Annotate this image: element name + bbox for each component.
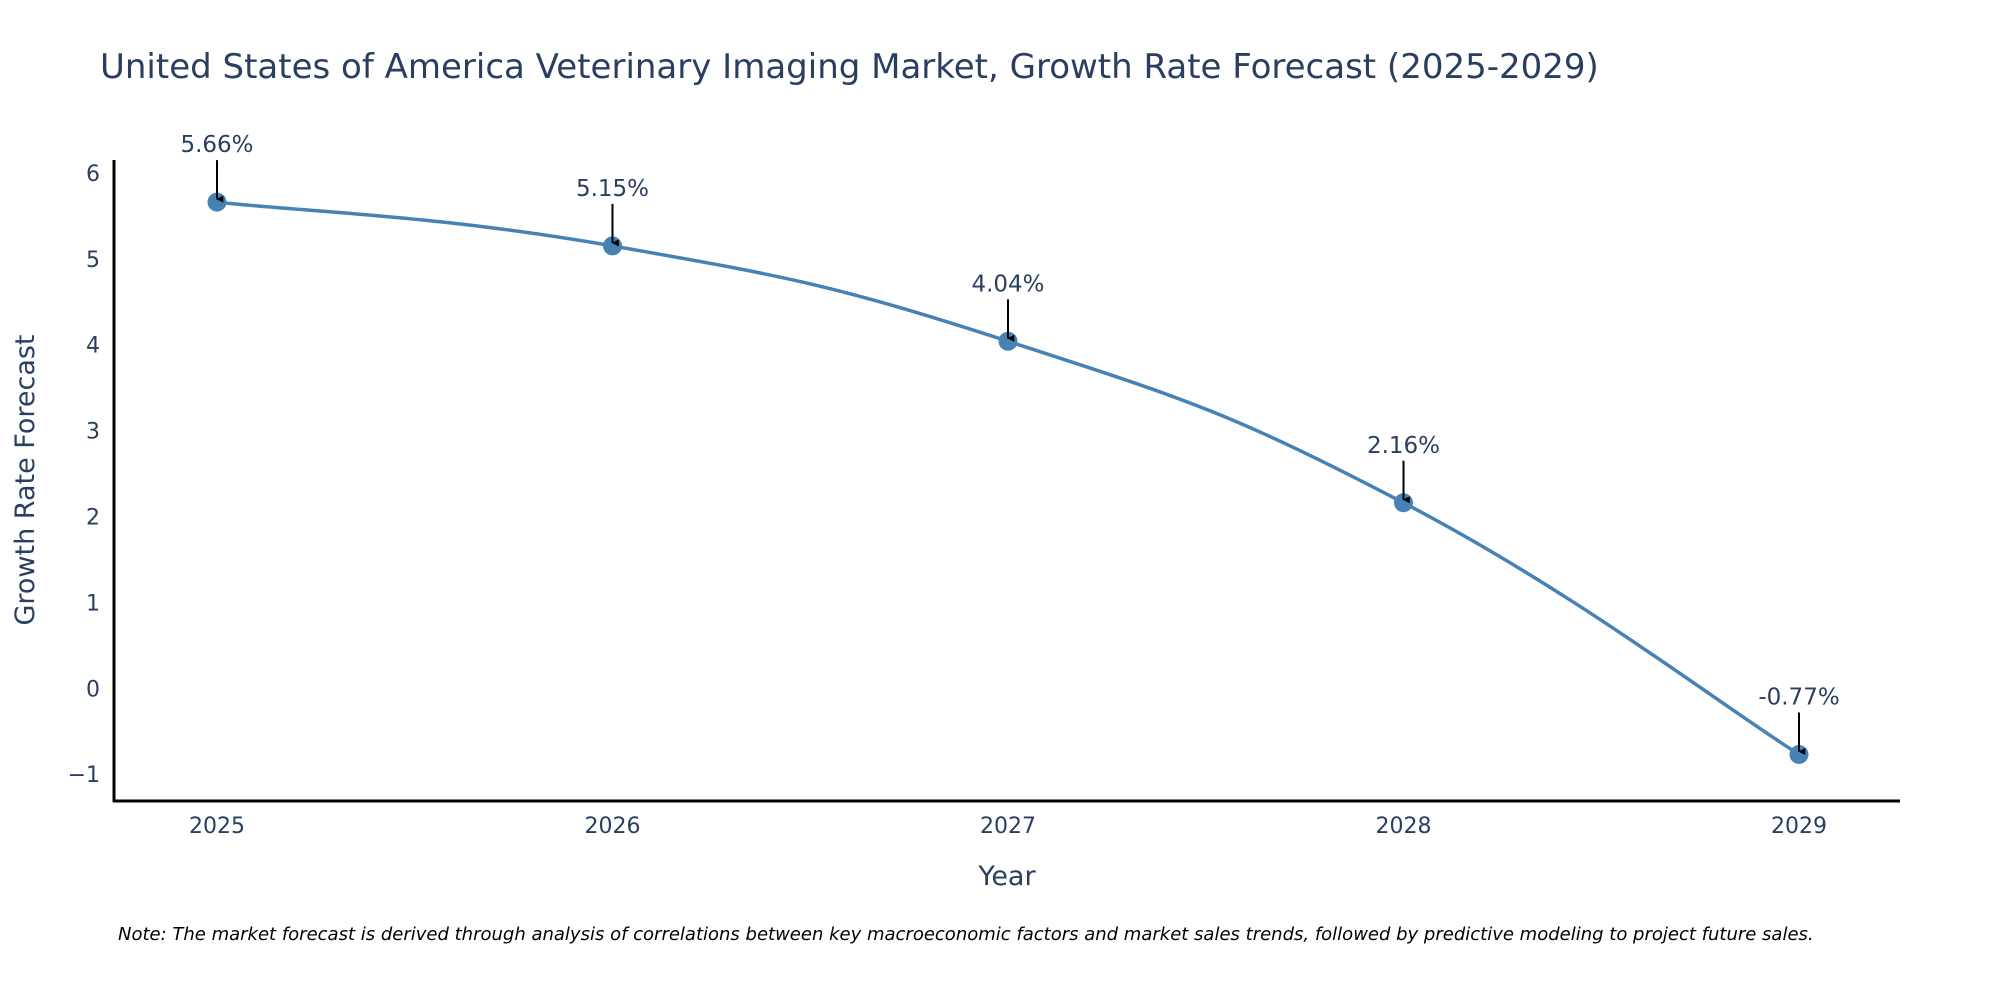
x-tick-label: 2025 <box>189 814 245 839</box>
x-axis-title: Year <box>977 861 1036 892</box>
data-label: 4.04% <box>971 271 1044 297</box>
y-axis-title: Growth Rate Forecast <box>10 334 41 625</box>
data-label: 5.66% <box>180 132 253 158</box>
chart-title: United States of America Veterinary Imag… <box>100 47 1599 87</box>
x-tick-label: 2027 <box>980 814 1036 839</box>
y-tick-label: 0 <box>86 677 100 702</box>
data-label: -0.77% <box>1758 684 1839 710</box>
data-annotations: 5.66% 5.15% 4.04% 2.16% -0.77% <box>180 132 1840 755</box>
data-label: 5.15% <box>576 176 649 202</box>
data-label: 2.16% <box>1367 433 1440 459</box>
y-tick-label: 1 <box>86 591 100 616</box>
x-axis-ticks: 2025 2026 2027 2028 2029 <box>189 814 1827 839</box>
y-tick-label: 6 <box>86 162 100 187</box>
y-axis-ticks: −1 0 1 2 3 4 5 6 <box>68 162 100 788</box>
y-tick-label: 3 <box>86 420 100 445</box>
footnote: Note: The market forecast is derived thr… <box>118 924 1814 945</box>
y-tick-label: 4 <box>86 334 100 359</box>
x-tick-label: 2028 <box>1376 814 1432 839</box>
x-tick-label: 2026 <box>585 814 641 839</box>
y-tick-label: −1 <box>68 763 100 788</box>
y-tick-label: 5 <box>86 248 100 273</box>
x-tick-label: 2029 <box>1771 814 1827 839</box>
y-tick-label: 2 <box>86 506 100 531</box>
